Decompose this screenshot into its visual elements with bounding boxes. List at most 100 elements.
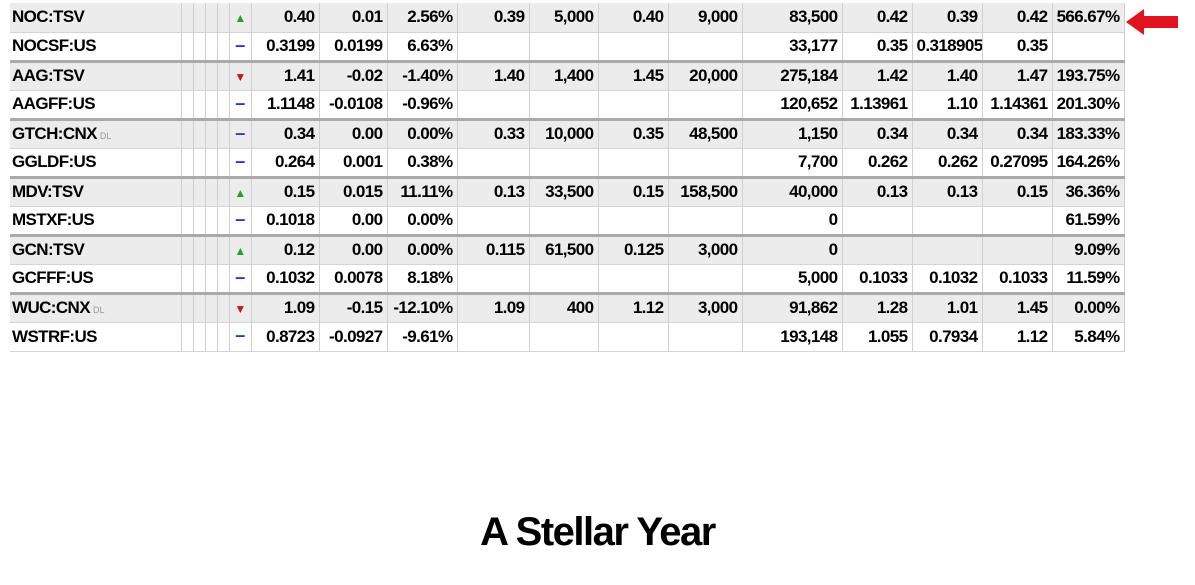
pct-cell: -1.40% — [387, 59, 458, 91]
quote-row[interactable]: NOC:TSV ▲ 0.40 0.01 2.56% 0.39 5,000 0.40 9,000 8… — [10, 3, 1125, 33]
quote-row[interactable]: GCN:TSV ▲ 0.12 0.00 0.00% 0.115 61,500 0.125 3,0… — [10, 233, 1125, 265]
quote-row[interactable]: WSTRF:US –0.8723 -0.0927 -9.61% 193,148 1.055… — [10, 322, 1125, 352]
pct-cell: 11.11% — [387, 175, 458, 207]
low-cell — [912, 206, 983, 236]
volume-cell: 7,700 — [742, 148, 843, 178]
pct-cell: 6.63% — [387, 32, 458, 62]
quote-row[interactable]: GGLDF:US –0.264 0.001 0.38% 7,700 0.262 0.262 0… — [10, 148, 1125, 178]
quote-row[interactable]: WUC:CNX DL ▼ 1.09 -0.15 -12.10% 1.09 400 1.12 3,0… — [10, 291, 1125, 323]
last-cell: 0.15 — [251, 175, 320, 207]
spacer-cell — [193, 59, 206, 91]
symbol-cell[interactable]: GGLDF:US — [10, 148, 167, 178]
last-cell: 0.12 — [251, 233, 320, 265]
high-cell: 1.45 — [982, 291, 1053, 323]
ytd-cell: 164.26% — [1052, 148, 1125, 178]
spacer-cell — [181, 59, 194, 91]
spacer-cell — [181, 264, 194, 294]
caption-title: A Stellar Year — [480, 510, 716, 554]
asksize-cell — [668, 32, 743, 62]
open-cell — [842, 206, 913, 236]
quote-row[interactable]: GTCH:CNX DL –0.34 0.00 0.00% 0.33 10,000 0.35 48… — [10, 117, 1125, 149]
symbol-cell[interactable]: MSTXF:US — [10, 206, 167, 236]
asksize-cell — [668, 206, 743, 236]
chg-cell: 0.001 — [319, 148, 388, 178]
spacer-cell — [181, 233, 194, 265]
direction-indicator-cell: ▼ — [229, 59, 252, 91]
spacer-cell — [217, 291, 230, 323]
spacer-cell — [217, 233, 230, 265]
quote-row[interactable]: AAG:TSV ▼ 1.41 -0.02 -1.40% 1.40 1,400 1.45 20,0… — [10, 59, 1125, 91]
chg-cell: -0.15 — [319, 291, 388, 323]
bidsize-cell — [529, 90, 599, 120]
last-cell: 1.1148 — [251, 90, 320, 120]
unchanged-dash-icon: – — [235, 266, 245, 287]
low-cell: 1.01 — [912, 291, 983, 323]
symbol-cell[interactable]: NOC:TSV — [10, 3, 167, 33]
bidsize-cell: 10,000 — [529, 117, 599, 149]
quote-row[interactable]: AAGFF:US –1.1148 -0.0108 -0.96% 120,652 1.139… — [10, 90, 1125, 120]
quote-rows: NOC:TSV ▲ 0.40 0.01 2.56% 0.39 5,000 0.40 9,000 8… — [10, 3, 1125, 352]
bidsize-cell — [529, 264, 599, 294]
up-triangle-icon: ▲ — [234, 185, 246, 200]
spacer-cell — [217, 264, 230, 294]
spacer-cell — [167, 233, 182, 265]
spacer-cell — [181, 3, 194, 33]
symbol-cell[interactable]: GTCH:CNX DL — [10, 117, 167, 149]
direction-indicator-cell: – — [229, 32, 252, 62]
symbol-cell[interactable]: GCFFF:US — [10, 264, 167, 294]
volume-cell: 0 — [742, 206, 843, 236]
spacer-cell — [205, 291, 218, 323]
open-cell — [842, 233, 913, 265]
bid-cell: 1.40 — [457, 59, 530, 91]
symbol-cell[interactable]: AAG:TSV — [10, 59, 167, 91]
quote-row[interactable]: NOCSF:US –0.3199 0.0199 6.63% 33,177 0.35 0.31… — [10, 32, 1125, 62]
ask-cell: 1.12 — [598, 291, 669, 323]
chg-cell: 0.00 — [319, 117, 388, 149]
volume-cell: 91,862 — [742, 291, 843, 323]
spacer-cell — [205, 233, 218, 265]
symbol-cell[interactable]: WUC:CNX DL — [10, 291, 167, 323]
left-arrow-icon — [1126, 9, 1178, 35]
chg-cell: 0.0199 — [319, 32, 388, 62]
ask-cell: 0.15 — [598, 175, 669, 207]
symbol-cell[interactable]: NOCSF:US — [10, 32, 167, 62]
symbol-cell[interactable]: AAGFF:US — [10, 90, 167, 120]
high-cell: 0.42 — [982, 3, 1053, 33]
ytd-cell: 0.00% — [1052, 291, 1125, 323]
high-cell: 0.35 — [982, 32, 1053, 62]
low-cell: 0.39 — [912, 3, 983, 33]
quote-row[interactable]: GCFFF:US –0.1032 0.0078 8.18% 5,000 0.1033 0.1… — [10, 264, 1125, 294]
spacer-cell — [193, 291, 206, 323]
spacer-cell — [181, 148, 194, 178]
spacer-cell — [217, 322, 230, 352]
spacer-cell — [181, 322, 194, 352]
ytd-cell: 183.33% — [1052, 117, 1125, 149]
open-cell: 0.34 — [842, 117, 913, 149]
volume-cell: 40,000 — [742, 175, 843, 207]
spacer-cell — [217, 117, 230, 149]
asksize-cell: 3,000 — [668, 233, 743, 265]
spacer-cell — [217, 175, 230, 207]
bid-cell: 1.09 — [457, 291, 530, 323]
pct-cell: -9.61% — [387, 322, 458, 352]
spacer-cell — [167, 206, 182, 236]
symbol-text: WSTRF:US — [12, 326, 98, 346]
volume-cell: 83,500 — [742, 3, 843, 33]
spacer-cell — [217, 90, 230, 120]
symbol-text: GCN:TSV — [12, 240, 85, 259]
quote-row[interactable]: MDV:TSV ▲ 0.15 0.015 11.11% 0.13 33,500 0.15 158… — [10, 175, 1125, 207]
quote-row[interactable]: MSTXF:US –0.1018 0.00 0.00% 0 61.59% — [10, 206, 1125, 236]
delayed-badge: DL — [99, 131, 112, 141]
chg-cell: 0.0078 — [319, 264, 388, 294]
spacer-cell — [205, 264, 218, 294]
bid-cell: 0.13 — [457, 175, 530, 207]
unchanged-dash-icon: – — [235, 325, 245, 345]
high-cell: 0.1033 — [982, 264, 1053, 294]
chg-cell: -0.0927 — [319, 322, 388, 352]
symbol-cell[interactable]: MDV:TSV — [10, 175, 167, 207]
symbol-cell[interactable]: GCN:TSV — [10, 233, 167, 265]
spacer-cell — [193, 322, 206, 352]
symbol-cell[interactable]: WSTRF:US — [10, 322, 167, 352]
symbol-text: AAGFF:US — [12, 94, 96, 113]
bidsize-cell — [529, 32, 599, 62]
